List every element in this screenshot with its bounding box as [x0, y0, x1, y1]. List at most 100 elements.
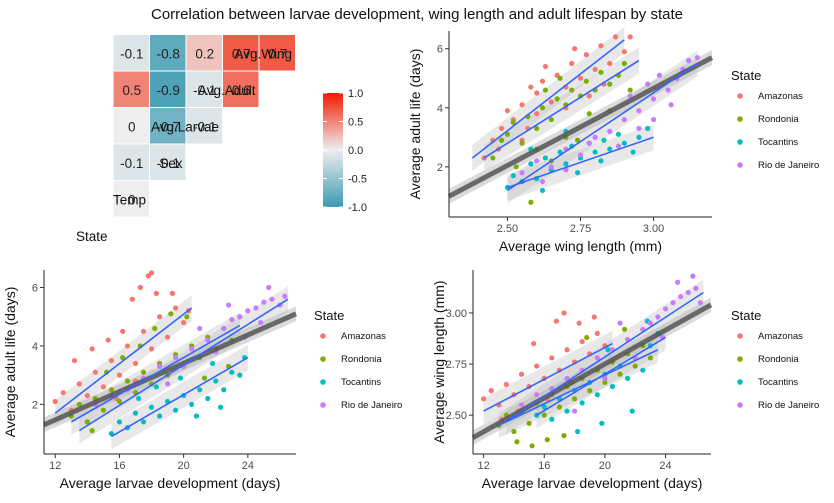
point-amazonas	[576, 320, 582, 326]
point-amazonas	[488, 388, 494, 394]
point-amazonas	[534, 363, 540, 369]
point-rondonia	[617, 371, 623, 377]
point-amazonas	[169, 290, 176, 296]
point-tocantins	[153, 384, 159, 390]
point-rondonia	[541, 412, 547, 418]
corr-value-temp-state: 0	[128, 192, 136, 207]
legend-key-amazonas	[320, 333, 326, 339]
point-rio-de-janeiro	[636, 125, 642, 132]
point-amazonas	[89, 346, 95, 352]
fit-line-rio-de-janeiro	[505, 291, 704, 422]
legend-title: State	[731, 68, 761, 83]
point-rio-de-janeiro	[675, 279, 681, 285]
point-amazonas	[124, 343, 131, 349]
point-amazonas	[564, 347, 570, 353]
point-amazonas	[181, 319, 187, 326]
legend-label-rondonia: Rondonia	[341, 354, 382, 365]
point-amazonas	[539, 78, 546, 84]
point-tocantins	[601, 137, 607, 143]
point-tocantins	[140, 419, 147, 425]
point-rio-de-janeiro	[534, 392, 540, 398]
corr-value-avg-larvae-state: 0	[128, 119, 136, 134]
point-amazonas	[148, 270, 155, 276]
point-rio-de-janeiro	[650, 96, 657, 102]
overall-fit-line	[447, 55, 714, 199]
corr-cell-sex-temp	[150, 144, 186, 180]
point-rio-de-janeiro	[670, 300, 676, 306]
point-rio-de-janeiro	[668, 102, 674, 108]
point-rio-de-janeiro	[656, 72, 663, 78]
point-tocantins	[574, 170, 581, 176]
point-tocantins	[621, 140, 627, 146]
point-rondonia	[534, 125, 540, 132]
point-tocantins	[510, 173, 516, 179]
x-tick-label: 3.00	[643, 223, 664, 235]
point-amazonas	[569, 60, 575, 67]
point-amazonas	[553, 318, 559, 324]
corr-cell-avg-adult-avg-larvae	[223, 71, 259, 107]
corr-label-avg-larvae: Avg.Larvae	[151, 119, 219, 134]
point-amazonas	[153, 290, 159, 296]
legend-title: State	[731, 308, 761, 323]
point-rondonia	[607, 81, 613, 87]
point-rondonia	[511, 428, 517, 435]
point-rondonia	[513, 164, 519, 170]
point-amazonas	[534, 90, 540, 96]
point-amazonas	[140, 328, 147, 334]
point-rio-de-janeiro	[697, 300, 703, 306]
point-rondonia	[490, 155, 496, 161]
point-amazonas	[592, 66, 598, 72]
point-rondonia	[584, 334, 590, 341]
point-tocantins	[594, 392, 600, 398]
point-rio-de-janeiro	[621, 116, 627, 123]
x-tick-label: 20	[599, 460, 611, 472]
colorbar-tick-label: -0.5	[348, 174, 367, 186]
legend-title: State	[314, 308, 344, 323]
scatter-larvae-vs-wing: 12 16 20 24 2.50 2.75 3.00 Average larvae devel…	[431, 270, 819, 491]
point-amazonas	[156, 314, 163, 320]
legend-label-amazonas: Amazonas	[758, 331, 803, 342]
point-amazonas	[586, 93, 592, 99]
corr-cell-sex-state	[113, 144, 149, 180]
point-amazonas	[542, 63, 549, 70]
x-tick-label: 16	[113, 460, 125, 472]
point-tocantins	[173, 407, 179, 413]
point-tocantins	[148, 404, 155, 410]
point-rondonia	[583, 78, 589, 84]
point-amazonas	[607, 60, 613, 67]
fit-line-rondonia	[498, 349, 659, 427]
point-rondonia	[632, 363, 638, 369]
point-amazonas	[116, 372, 123, 378]
point-rio-de-janeiro	[602, 375, 608, 381]
point-rondonia	[574, 137, 581, 143]
corr-value-avg-adult-sex: -0.1	[193, 83, 216, 98]
corr-label-avg-wing: Avg.Wing	[234, 46, 292, 61]
point-amazonas	[100, 384, 106, 390]
point-rondonia	[100, 407, 106, 413]
legend-label-rio-de-janeiro: Rio de Janeiro	[758, 160, 819, 171]
point-tocantins	[541, 404, 547, 410]
point-rio-de-janeiro	[615, 143, 622, 149]
point-tocantins	[209, 360, 216, 367]
point-rio-de-janeiro	[205, 337, 211, 343]
point-rio-de-janeiro	[225, 302, 232, 308]
point-rio-de-janeiro	[221, 325, 227, 332]
corr-label-sex: Sex	[159, 156, 183, 171]
point-amazonas	[591, 314, 597, 320]
point-tocantins	[237, 372, 243, 378]
point-rio-de-janeiro	[607, 128, 613, 134]
point-amazonas	[598, 43, 604, 49]
x-tick-label: 2.75	[570, 223, 591, 235]
point-rondonia	[116, 398, 123, 405]
point-tocantins	[629, 408, 635, 414]
corr-cell-avg-wing-temp	[150, 35, 186, 71]
point-amazonas	[120, 328, 126, 334]
point-rondonia	[561, 433, 567, 439]
point-rio-de-janeiro	[269, 296, 275, 302]
corr-value-avg-wing-avg-larvae: 0.7	[232, 46, 251, 61]
point-rondonia	[499, 137, 505, 143]
y-tick-label: 4	[437, 103, 443, 115]
point-tocantins	[625, 375, 631, 381]
corr-cell-avg-wing-avg-larvae	[223, 35, 259, 71]
